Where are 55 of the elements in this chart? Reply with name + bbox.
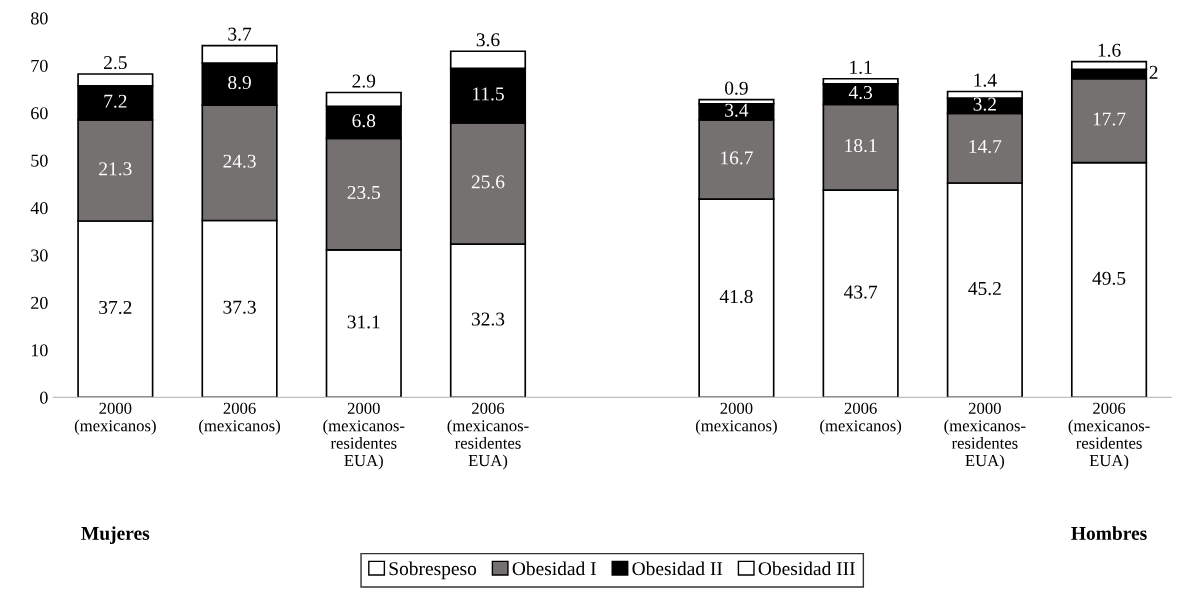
x-tick-label: 2006 (mexicanos) xyxy=(199,402,281,435)
text: Hombres xyxy=(1071,526,1147,540)
data-label: 16.7 xyxy=(721,151,753,165)
x-tick-label: 2000 (mexicanos- residentes EUA) xyxy=(944,402,1026,470)
data-label: 8.9 xyxy=(228,75,251,90)
data-label: 41.8 xyxy=(719,289,753,304)
data-label: 2.9 xyxy=(352,74,376,88)
data-label: 4.3 xyxy=(848,85,873,100)
legend-label: Obesidad III xyxy=(758,561,855,576)
data-label: 3.2 xyxy=(973,97,996,111)
data-label: 3.6 xyxy=(476,33,500,47)
data-label: 17.7 xyxy=(1093,112,1126,126)
data-label: 6.8 xyxy=(352,114,376,128)
data-label: 21.3 xyxy=(99,162,132,176)
legend-label: Sobrespeso xyxy=(389,561,477,580)
data-label: 2 xyxy=(1149,65,1158,79)
data-label: 2.5 xyxy=(104,56,127,70)
data-label: 31.1 xyxy=(347,315,380,329)
data-label: 25.6 xyxy=(471,175,505,189)
x-tick-label: 2000 (mexicanos- residentes EUA) xyxy=(323,402,405,470)
data-label: 1.6 xyxy=(1098,43,1121,57)
data-label: 3.4 xyxy=(725,103,749,117)
y-tick-label: 30 xyxy=(31,249,48,262)
y-tick-label: 10 xyxy=(31,344,48,357)
y-tick-label: 40 xyxy=(30,201,48,215)
data-label: 1.4 xyxy=(974,73,997,87)
data-label: 49.5 xyxy=(1092,271,1126,285)
x-tick-label: 2006 (mexicanos- residentes EUA) xyxy=(1068,402,1150,470)
data-label: 32.3 xyxy=(471,312,505,326)
x-tick-label: 2000 (mexicanos) xyxy=(74,402,156,435)
y-tick-label: 20 xyxy=(31,296,48,309)
data-label: 37.3 xyxy=(223,300,256,314)
x-tick-label: 2006 (mexicanos- residentes EUA) xyxy=(447,402,529,470)
legend-label: Obesidad II xyxy=(632,561,723,576)
y-tick-label: 60 xyxy=(31,107,48,120)
data-label: 18.1 xyxy=(845,138,877,153)
x-tick-label: 2006 (mexicanos) xyxy=(820,402,902,435)
legend-label: Obesidad I xyxy=(512,561,596,576)
data-label: 23.5 xyxy=(347,185,381,200)
x-tick-label: 2000 (mexicanos) xyxy=(695,402,777,435)
y-tick-label: 70 xyxy=(31,59,48,72)
y-tick-label: 80 xyxy=(31,12,48,25)
y-tick-label: 0 xyxy=(40,391,48,404)
data-label: 45.2 xyxy=(968,281,1001,296)
data-label: 3.7 xyxy=(228,27,252,41)
data-label: 1.1 xyxy=(850,60,872,74)
data-label: 14.7 xyxy=(969,140,1002,154)
text: Mujeres xyxy=(81,526,150,544)
data-label: 0.9 xyxy=(725,81,748,95)
data-label: 11.5 xyxy=(473,87,504,101)
y-tick-label: 50 xyxy=(31,154,48,167)
data-label: 37.2 xyxy=(99,300,132,315)
data-label: 7.2 xyxy=(104,94,127,108)
data-label: 43.7 xyxy=(844,285,878,299)
data-label: 24.3 xyxy=(223,154,256,168)
